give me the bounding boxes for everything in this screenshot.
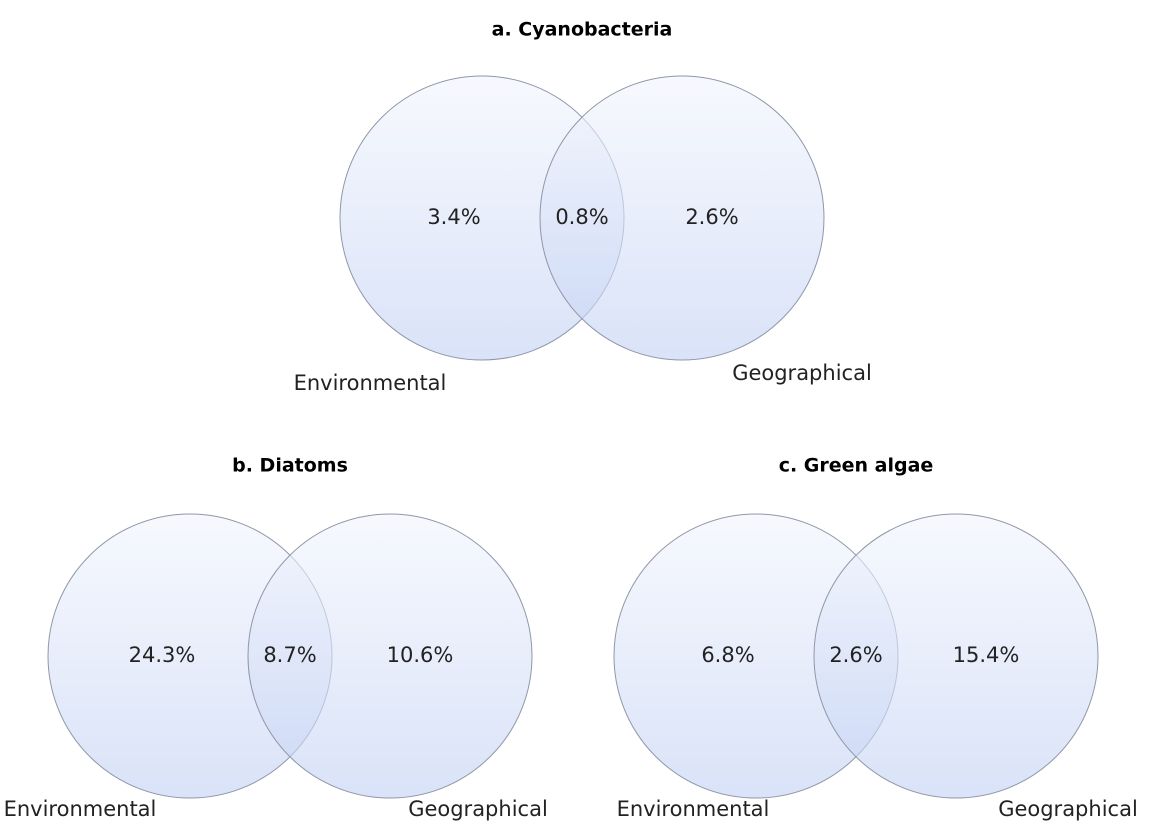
right-set-circle (539, 75, 825, 361)
right-value: 10.6% (387, 643, 454, 667)
left-value: 24.3% (129, 643, 196, 667)
left-value: 6.8% (701, 643, 754, 667)
left-set-label: Environmental (294, 371, 447, 395)
right-value: 15.4% (953, 643, 1020, 667)
right-set-label: Geographical (408, 797, 548, 821)
right-value: 2.6% (685, 205, 738, 229)
left-set-label: Environmental (617, 797, 770, 821)
right-set-circle (247, 513, 533, 799)
diagram-title: c. Green algae (779, 455, 934, 477)
left-value: 3.4% (427, 205, 480, 229)
overlap-value: 0.8% (555, 205, 608, 229)
right-set-circle (813, 513, 1099, 799)
diagram-title: b. Diatoms (232, 455, 348, 477)
diagram-title: a. Cyanobacteria (492, 19, 673, 41)
overlap-value: 2.6% (829, 643, 882, 667)
left-set-label: Environmental (4, 797, 157, 821)
right-set-label: Geographical (732, 361, 872, 385)
overlap-value: 8.7% (263, 643, 316, 667)
right-set-label: Geographical (998, 797, 1138, 821)
